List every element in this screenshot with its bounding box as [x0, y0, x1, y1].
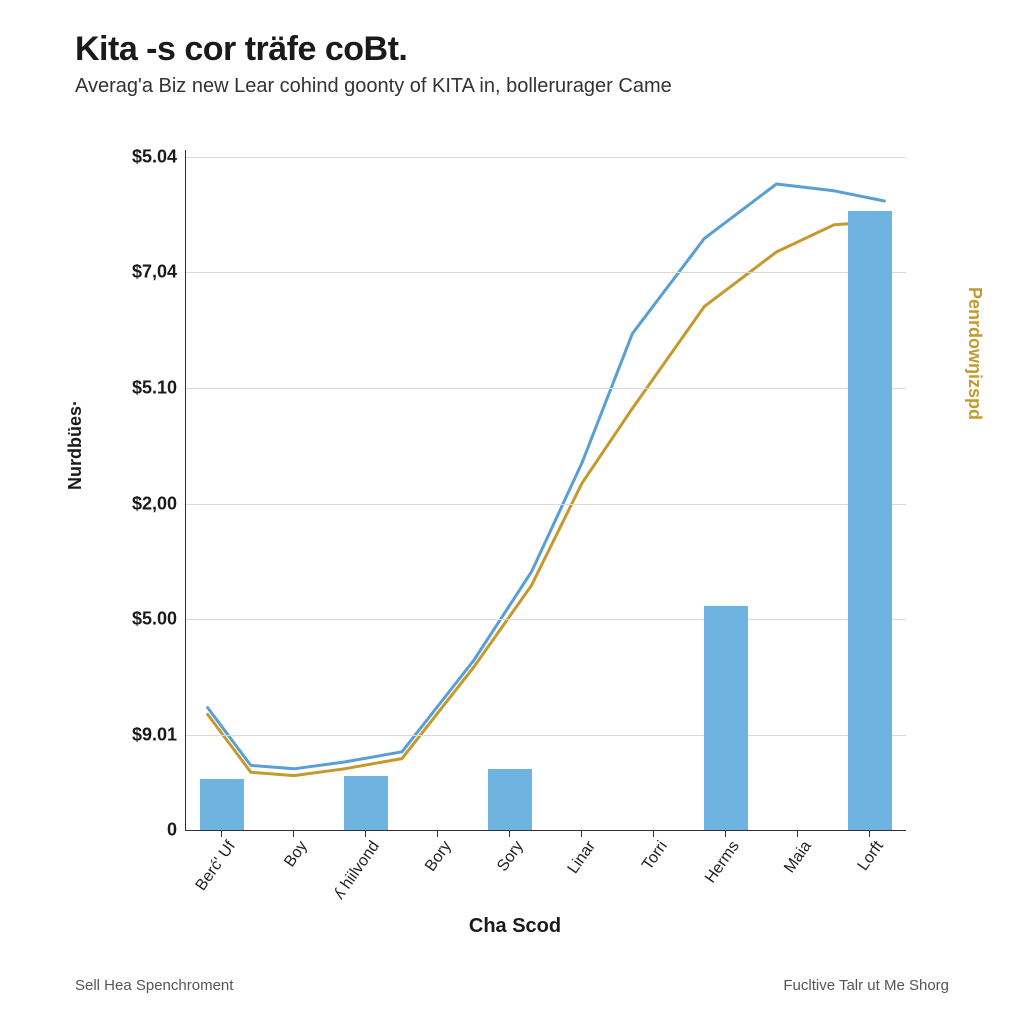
x-tick-label: Berć' Uf	[193, 838, 240, 895]
x-tick-label: Torri	[639, 838, 672, 874]
x-axis-title: Cha Scod	[75, 915, 955, 938]
y2-axis-title: Penrdowŋizspd	[964, 287, 985, 420]
chart-subtitle: Averag'a Biz new Lear cohind goonty of K…	[75, 75, 672, 98]
x-tick-mark	[293, 830, 294, 837]
line-overlay	[186, 150, 906, 830]
x-tick-label: Boy	[281, 838, 312, 871]
footer-right: Fucltive Talr ut Me Shorg	[783, 977, 949, 994]
bar	[200, 779, 245, 830]
grid-line	[186, 735, 906, 736]
y-tick-label: $7,04	[77, 262, 177, 283]
y-tick-label: $5.04	[77, 146, 177, 167]
grid-line	[186, 388, 906, 389]
y-tick-label: 0	[77, 820, 177, 841]
chart-container: Nurdbües· Penrdowŋizspd Cha Scod 0$9.01$…	[75, 140, 955, 920]
bar	[344, 776, 389, 830]
x-tick-label: Bory	[422, 838, 456, 875]
x-tick-label: Maia	[781, 838, 816, 877]
chart-title: Kita -s cor träfe coBt.	[75, 30, 407, 69]
x-tick-mark	[365, 830, 366, 837]
x-tick-label: Herms	[702, 838, 744, 887]
y-tick-label: $9.01	[77, 724, 177, 745]
x-tick-label: Lorft	[855, 838, 888, 875]
x-tick-label: ʎ hiilvond	[331, 838, 384, 903]
x-tick-mark	[221, 830, 222, 837]
plot-area	[185, 150, 906, 831]
y-tick-label: $5.10	[77, 378, 177, 399]
grid-line	[186, 272, 906, 273]
bar	[488, 769, 533, 830]
y-axis-title: Nurdbües·	[65, 400, 86, 490]
bar	[704, 606, 749, 830]
x-tick-mark	[437, 830, 438, 837]
footer-left: Sell Hea Spenchroment	[75, 977, 233, 994]
grid-line	[186, 619, 906, 620]
x-tick-mark	[581, 830, 582, 837]
x-tick-mark	[653, 830, 654, 837]
x-tick-mark	[869, 830, 870, 837]
x-tick-mark	[725, 830, 726, 837]
x-tick-mark	[509, 830, 510, 837]
x-tick-mark	[797, 830, 798, 837]
grid-line	[186, 504, 906, 505]
x-tick-label: Linar	[565, 838, 600, 877]
y-tick-label: $5.00	[77, 609, 177, 630]
y-tick-label: $2,00	[77, 493, 177, 514]
line-series-gold	[208, 221, 885, 775]
bar	[848, 211, 893, 830]
x-tick-label: Sory	[494, 838, 528, 875]
grid-line	[186, 157, 906, 158]
